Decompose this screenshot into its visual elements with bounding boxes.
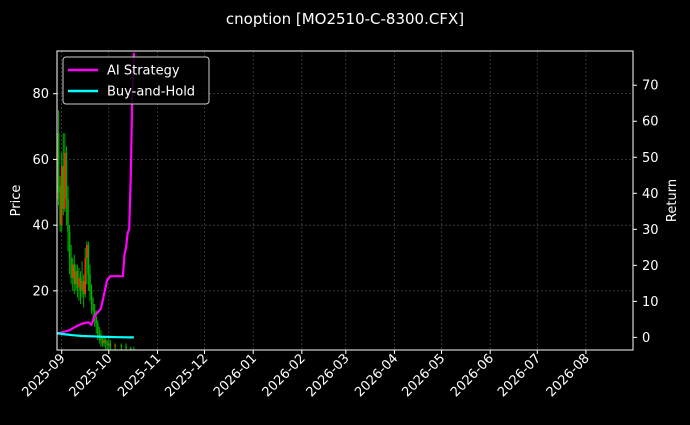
y-axis-label-left: Price [9, 185, 24, 217]
candle-body [57, 133, 60, 193]
y-axis-label-right: Return [665, 179, 680, 222]
candle-body [76, 271, 79, 288]
candle-body [109, 343, 112, 347]
y-right-tick-label: 0 [642, 331, 650, 346]
y-right-tick-label: 70 [642, 79, 659, 94]
candle-body [95, 317, 98, 324]
line-layer [57, 52, 135, 339]
candle-body [71, 264, 74, 278]
y-right-tick-label: 30 [642, 223, 659, 238]
candle-body [87, 244, 90, 275]
candle-body [73, 264, 76, 285]
candle-body [106, 343, 109, 346]
candle-body [84, 258, 87, 295]
candle-body [60, 166, 63, 226]
candle-body [82, 281, 85, 295]
y-left-tick-label: 40 [32, 219, 49, 234]
candle-body [79, 277, 82, 291]
y-right-tick-label: 50 [642, 151, 659, 166]
legend-box [62, 56, 210, 105]
candle-body [67, 198, 69, 232]
candle-body [89, 274, 91, 291]
candle-body [120, 345, 123, 347]
candle-layer [57, 60, 135, 350]
y-right-tick-label: 20 [642, 259, 659, 274]
candle-body [78, 277, 80, 288]
series-line-buy-and-hold [57, 332, 134, 339]
candle-body [98, 333, 101, 337]
candle-body [125, 346, 127, 349]
candle-body [101, 340, 104, 344]
y-left-tick-label: 80 [32, 87, 49, 102]
candle-body [68, 231, 71, 258]
candle-body [64, 152, 66, 209]
candle-body [129, 348, 132, 350]
candle-body [90, 290, 93, 304]
y-left-tick-label: 60 [32, 153, 49, 168]
candle-body [59, 185, 61, 226]
legend-label-ai-strategy: AI Strategy [107, 64, 180, 79]
candle-body [103, 340, 105, 344]
y-left-tick-label: 20 [32, 284, 49, 299]
y-right-tick-label: 10 [642, 295, 659, 310]
candle-body [97, 323, 99, 334]
candle-body [92, 304, 94, 311]
chart-title: cnoption [MO2510-C-8300.CFX] [226, 10, 464, 28]
y-right-tick-label: 60 [642, 115, 659, 130]
candle-body [114, 345, 116, 347]
candle-body [75, 271, 77, 285]
candle-body [93, 310, 96, 318]
y-right-tick-label: 40 [642, 187, 659, 202]
candle-body [81, 281, 83, 291]
series-line-ai-strategy [57, 52, 135, 335]
candle-body [100, 336, 102, 341]
legend-label-buy-and-hold: Buy-and-Hold [107, 85, 195, 100]
candle-body [104, 340, 107, 344]
plot-frame [56, 50, 634, 351]
candle-body [107, 343, 110, 346]
candle-body [65, 152, 68, 199]
legend: AI Strategy Buy-and-Hold [62, 56, 210, 105]
candle-body [62, 166, 65, 209]
candle-body [70, 258, 72, 278]
candle-body [86, 244, 88, 258]
